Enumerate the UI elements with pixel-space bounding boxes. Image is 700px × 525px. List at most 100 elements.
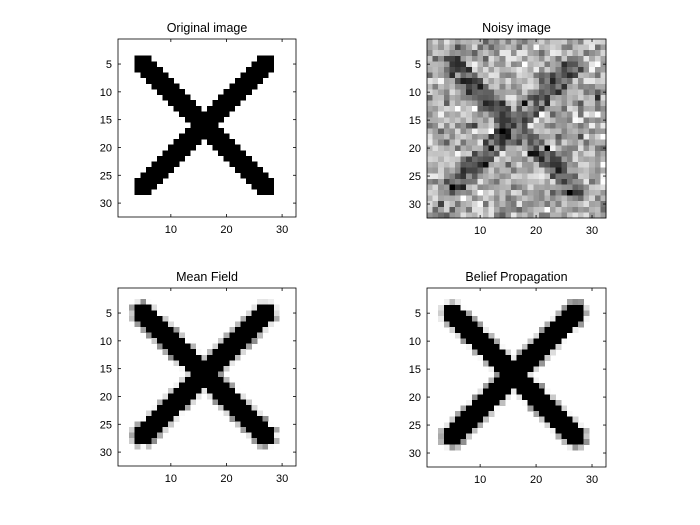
heatmap-cell (223, 105, 230, 112)
heatmap-cell (201, 122, 208, 129)
heatmap-cell (572, 122, 579, 129)
heatmap-cells (438, 299, 590, 451)
heatmap-cell (600, 190, 607, 196)
heatmap-cell (572, 78, 579, 85)
heatmap-cell (212, 122, 219, 129)
heatmap-cell (156, 404, 163, 411)
heatmap-cell (245, 410, 252, 417)
heatmap-cell (234, 83, 241, 90)
heatmap-cell (578, 44, 584, 51)
heatmap-cell (561, 201, 568, 208)
heatmap-cell (527, 388, 534, 395)
heatmap-cell (145, 432, 152, 439)
heatmap-cell (477, 61, 484, 68)
heatmap-cell (499, 128, 506, 135)
heatmap-cell (583, 212, 590, 219)
heatmap-cell (273, 315, 280, 322)
heatmap-cell (566, 444, 573, 451)
heatmap-cell (168, 150, 174, 157)
heatmap-cell (488, 349, 495, 356)
heatmap-cell (538, 39, 545, 45)
heatmap-cell (522, 83, 528, 90)
heatmap-cell (134, 432, 141, 439)
heatmap-cell (471, 315, 478, 322)
heatmap-cell (544, 128, 551, 135)
heatmap-cell (566, 39, 573, 45)
heatmap-cell (427, 212, 433, 219)
heatmap-cell (533, 190, 540, 196)
heatmap-cell (488, 355, 495, 362)
heatmap-cell (218, 349, 224, 356)
heatmap-cell (156, 77, 163, 84)
heatmap-cell (229, 415, 236, 422)
heatmap-cell (240, 332, 247, 339)
heatmap-cell (555, 117, 562, 124)
heatmap-cell (522, 122, 528, 129)
heatmap-cell (494, 89, 501, 96)
heatmap-cell (533, 122, 540, 129)
heatmap-cell (229, 343, 236, 350)
heatmap-cell (482, 100, 489, 107)
heatmap-cell (522, 44, 528, 51)
heatmap-cell (538, 44, 545, 51)
heatmap-cell (466, 195, 473, 202)
heatmap-cell (505, 122, 512, 129)
heatmap-cell (488, 212, 495, 219)
heatmap-cell (544, 184, 551, 191)
heatmap-cell (179, 111, 186, 118)
heatmap-cell (522, 156, 528, 163)
heatmap-cell (510, 100, 517, 107)
heatmap-cell (251, 415, 258, 422)
heatmap-cell (516, 366, 523, 373)
heatmap-cell (460, 66, 467, 73)
heatmap-cell (262, 66, 269, 73)
heatmap-cell (482, 139, 489, 146)
heatmap-cell (578, 150, 584, 157)
heatmap-cell (454, 100, 461, 107)
heatmap-cell (555, 343, 562, 350)
heatmap-cell (195, 105, 202, 112)
heatmap-cell (583, 184, 590, 191)
heatmap-cell (466, 178, 473, 185)
heatmap-cell (184, 139, 191, 145)
heatmap-cell (499, 117, 506, 124)
heatmap-cell (572, 111, 579, 118)
heatmap-cell (527, 349, 534, 356)
heatmap-cell (223, 354, 230, 361)
heatmap-cell (443, 39, 450, 45)
heatmap-cell (555, 184, 562, 191)
heatmap-cell (499, 134, 506, 140)
heatmap-cell (179, 393, 186, 400)
heatmap-cell (151, 61, 158, 68)
heatmap-cell (566, 327, 573, 334)
heatmap-cell (262, 55, 269, 62)
heatmap-cell (195, 354, 202, 361)
heatmap-cell (482, 201, 489, 208)
heatmap-cell (578, 304, 584, 311)
heatmap-cell (168, 404, 174, 411)
heatmap-cell (449, 422, 456, 429)
heatmap-cell (482, 416, 489, 423)
heatmap-cell (522, 206, 528, 213)
heatmap-cell (488, 167, 495, 174)
x-tick-label: 20 (530, 474, 542, 486)
heatmap-cell (550, 405, 556, 412)
heatmap-cell (550, 117, 556, 124)
heatmap-cell (245, 338, 252, 344)
heatmap-cell (561, 44, 568, 51)
heatmap-cell (477, 201, 484, 208)
heatmap-cell (527, 89, 534, 96)
heatmap-cell (544, 201, 551, 208)
heatmap-cell (218, 399, 224, 406)
heatmap-cell (477, 338, 484, 345)
heatmap-cell (223, 100, 230, 107)
heatmap-cell (566, 156, 573, 163)
heatmap-cell (527, 366, 534, 373)
heatmap-cell (140, 66, 147, 73)
heatmap-cell (443, 83, 450, 90)
heatmap-cell (449, 72, 456, 79)
heatmap-cell (471, 162, 478, 168)
heatmap-cell (561, 150, 568, 157)
heatmap-cell (555, 427, 562, 434)
